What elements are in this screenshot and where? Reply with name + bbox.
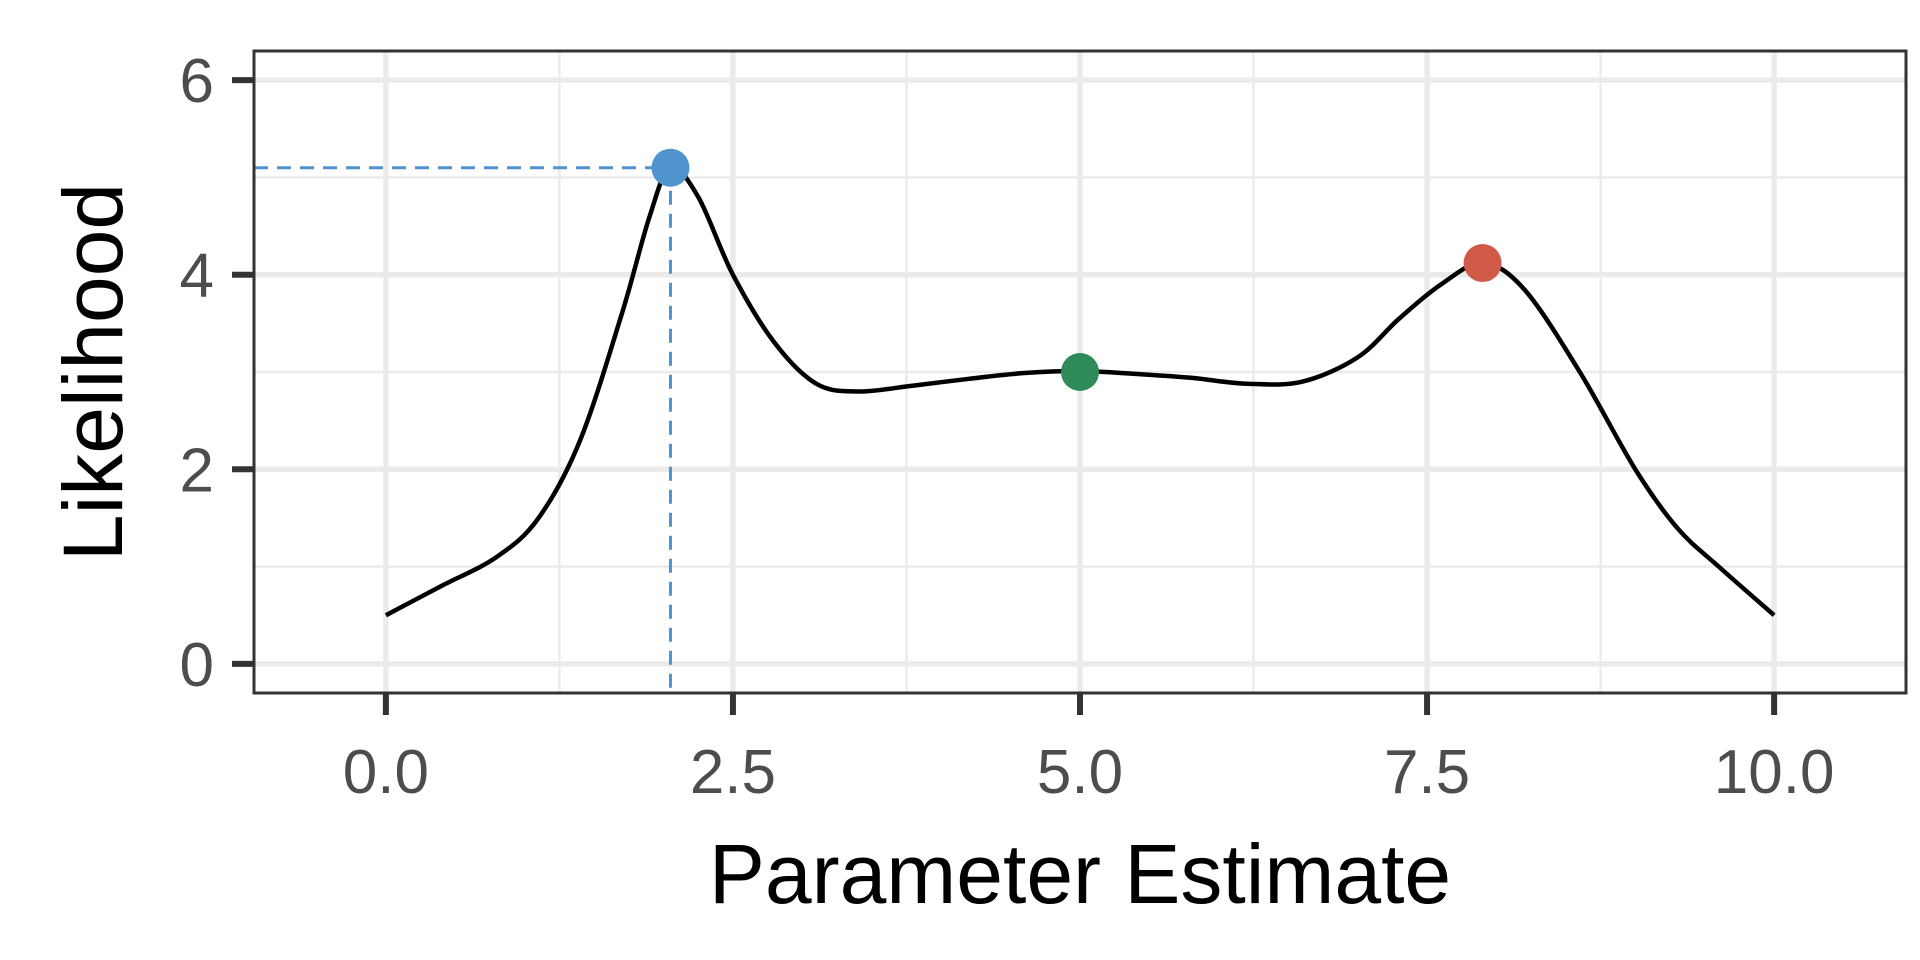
x-tick-label: 2.5 [690,738,776,807]
reference-lines [254,166,672,693]
highlight-point [1061,353,1099,391]
x-axis-title: Parameter Estimate [709,827,1451,921]
y-tick-label: 4 [180,242,214,311]
y-tick-label: 6 [180,47,214,116]
x-tick-label: 0.0 [343,738,429,807]
highlight-point [1463,244,1502,283]
y-axis-title: Likelihood [46,183,140,561]
series-lines [384,165,1776,618]
highlight-point [651,148,690,187]
y-axis-ticks: 0 2 4 6 [180,47,254,700]
likelihood-curve [384,165,1776,618]
x-tick-label: 10.0 [1714,738,1835,807]
y-tick-label: 0 [180,631,214,700]
x-axis-ticks: 0.0 2.5 5.0 7.5 10.0 [343,693,1835,807]
x-tick-label: 5.0 [1037,738,1123,807]
highlight-points [651,148,1502,391]
x-tick-label: 7.5 [1384,738,1470,807]
y-tick-label: 2 [180,436,214,505]
